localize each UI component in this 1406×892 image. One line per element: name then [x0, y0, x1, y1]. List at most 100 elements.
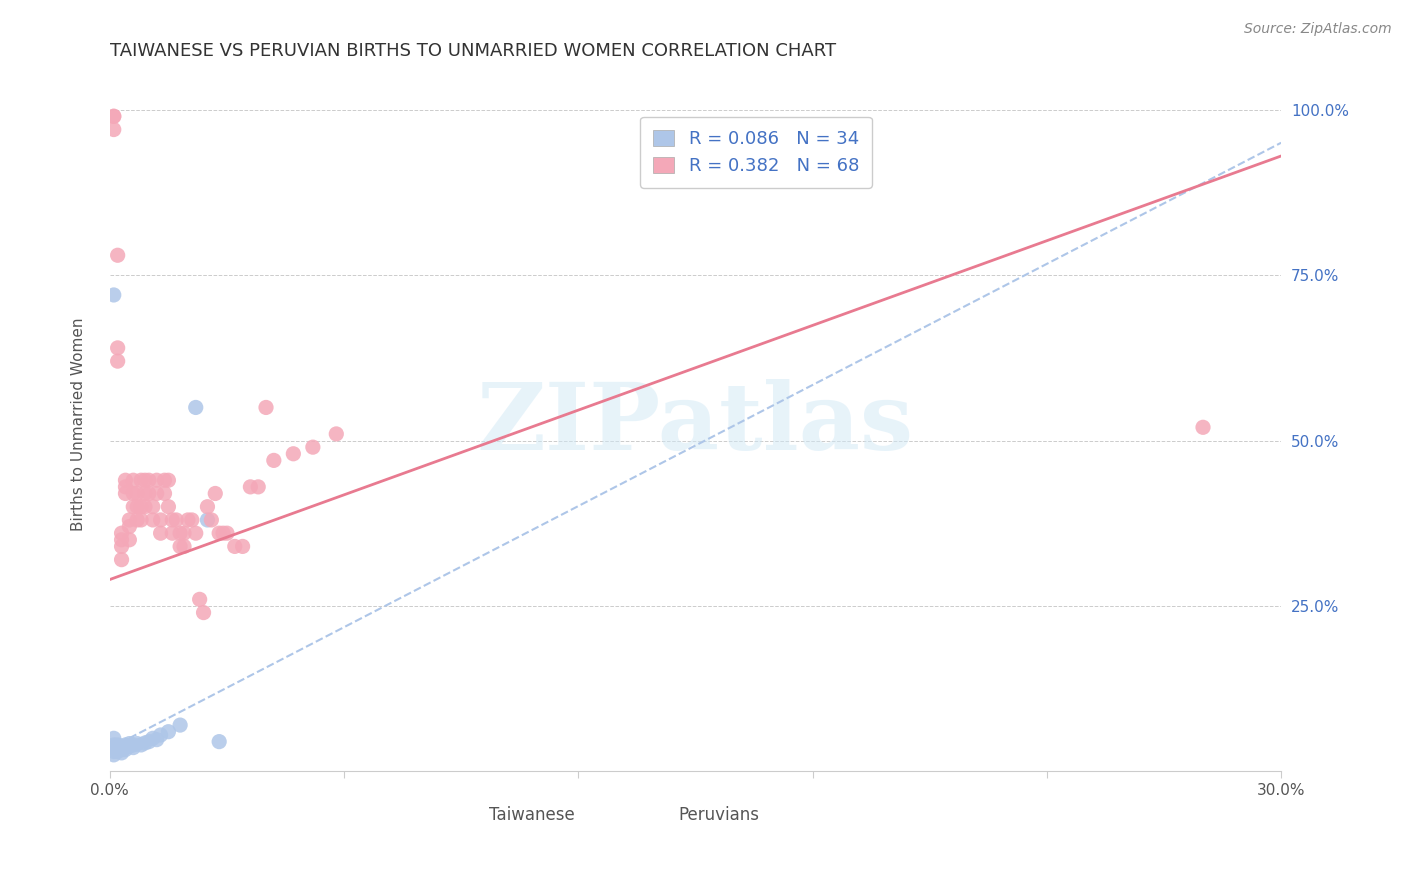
- Point: [302, 440, 325, 454]
- Point: [157, 500, 180, 514]
- Text: Peruvians: Peruvians: [679, 806, 759, 824]
- Point: [110, 739, 132, 754]
- Point: [110, 552, 132, 566]
- Point: [107, 742, 129, 756]
- Point: [114, 738, 136, 752]
- Point: [127, 486, 149, 500]
- Point: [110, 742, 132, 756]
- Point: [134, 486, 156, 500]
- Text: ZIPatlas: ZIPatlas: [477, 379, 914, 469]
- Point: [173, 540, 195, 554]
- Point: [169, 718, 191, 732]
- Point: [127, 500, 149, 514]
- Point: [107, 354, 129, 368]
- Point: [118, 533, 141, 547]
- Point: [107, 745, 129, 759]
- Point: [254, 401, 277, 415]
- FancyBboxPatch shape: [479, 814, 508, 838]
- Point: [107, 740, 129, 755]
- Point: [103, 109, 125, 123]
- Point: [118, 519, 141, 533]
- Point: [193, 606, 215, 620]
- Point: [197, 513, 219, 527]
- Y-axis label: Births to Unmarried Women: Births to Unmarried Women: [72, 318, 86, 531]
- Point: [110, 540, 132, 554]
- Point: [114, 473, 136, 487]
- Point: [173, 526, 195, 541]
- FancyBboxPatch shape: [666, 814, 696, 838]
- Point: [162, 513, 184, 527]
- Text: TAIWANESE VS PERUVIAN BIRTHS TO UNMARRIED WOMEN CORRELATION CHART: TAIWANESE VS PERUVIAN BIRTHS TO UNMARRIE…: [110, 42, 837, 60]
- Point: [145, 732, 167, 747]
- Point: [149, 513, 172, 527]
- Point: [107, 739, 129, 754]
- Point: [204, 486, 226, 500]
- Point: [107, 738, 129, 752]
- Point: [103, 738, 125, 752]
- Point: [247, 480, 270, 494]
- Point: [134, 500, 156, 514]
- Point: [122, 473, 145, 487]
- Point: [169, 540, 191, 554]
- Point: [239, 480, 262, 494]
- Point: [232, 540, 254, 554]
- Point: [188, 592, 211, 607]
- Point: [134, 473, 156, 487]
- Point: [142, 731, 165, 746]
- Legend: R = 0.086   N = 34, R = 0.382   N = 68: R = 0.086 N = 34, R = 0.382 N = 68: [640, 117, 872, 187]
- Text: Source: ZipAtlas.com: Source: ZipAtlas.com: [1244, 22, 1392, 37]
- Point: [263, 453, 285, 467]
- Point: [107, 248, 129, 262]
- Point: [122, 740, 145, 755]
- Point: [129, 473, 152, 487]
- Point: [153, 473, 176, 487]
- Point: [103, 745, 125, 759]
- Point: [142, 500, 165, 514]
- Point: [103, 122, 125, 136]
- Point: [114, 739, 136, 754]
- Point: [110, 526, 132, 541]
- Point: [165, 513, 187, 527]
- Point: [122, 486, 145, 500]
- Point: [118, 513, 141, 527]
- Point: [162, 526, 184, 541]
- Point: [118, 737, 141, 751]
- Point: [114, 742, 136, 756]
- Point: [134, 736, 156, 750]
- Point: [215, 526, 238, 541]
- Point: [1192, 420, 1215, 434]
- Point: [129, 513, 152, 527]
- Point: [157, 724, 180, 739]
- Point: [118, 739, 141, 754]
- Point: [103, 741, 125, 756]
- Point: [184, 526, 207, 541]
- Point: [145, 473, 167, 487]
- Point: [103, 288, 125, 302]
- Point: [138, 486, 160, 500]
- Point: [212, 526, 235, 541]
- Point: [127, 513, 149, 527]
- Point: [325, 426, 347, 441]
- Point: [107, 341, 129, 355]
- Point: [122, 500, 145, 514]
- Point: [103, 747, 125, 762]
- Point: [110, 740, 132, 755]
- Point: [129, 738, 152, 752]
- Point: [129, 500, 152, 514]
- Point: [149, 728, 172, 742]
- Point: [224, 540, 246, 554]
- Point: [110, 746, 132, 760]
- Point: [169, 526, 191, 541]
- Point: [149, 526, 172, 541]
- Point: [122, 738, 145, 752]
- Text: Taiwanese: Taiwanese: [489, 806, 575, 824]
- Point: [177, 513, 200, 527]
- Point: [103, 109, 125, 123]
- Point: [200, 513, 222, 527]
- Point: [138, 734, 160, 748]
- Point: [103, 731, 125, 746]
- Point: [180, 513, 202, 527]
- Point: [114, 486, 136, 500]
- Point: [208, 526, 231, 541]
- Point: [283, 447, 305, 461]
